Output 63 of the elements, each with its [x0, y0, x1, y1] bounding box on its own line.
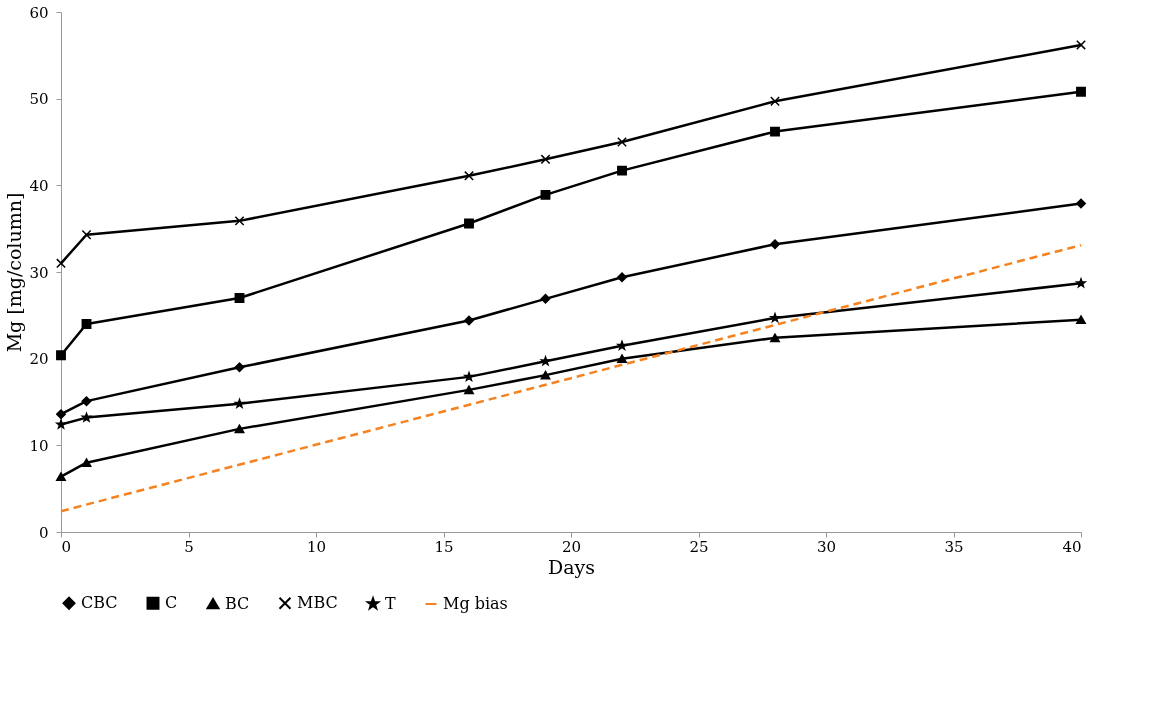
point: [56, 409, 66, 420]
point: [81, 412, 92, 422]
point: [81, 458, 92, 468]
point: [540, 370, 551, 380]
legend-label: CBC: [81, 593, 118, 613]
point: [56, 472, 66, 481]
point: [617, 272, 627, 283]
point: [1076, 315, 1086, 325]
legend-label: BC: [225, 593, 250, 613]
point: [81, 319, 92, 329]
x-tick-label: 35: [944, 537, 964, 556]
point: [464, 170, 474, 181]
point: [56, 419, 66, 429]
point: [234, 398, 245, 408]
x-tick-label: 0: [61, 537, 72, 556]
x-tick-label: 40: [1062, 537, 1082, 556]
x-tick-label: 30: [816, 537, 837, 556]
point: [770, 333, 780, 343]
point: [617, 165, 627, 176]
legend-label: C: [165, 593, 178, 613]
y-tick-label: 10: [29, 436, 49, 455]
point: [617, 137, 627, 147]
point: [56, 258, 66, 269]
point: [464, 385, 474, 395]
point: [770, 239, 780, 250]
y-tick-label: 60: [29, 3, 49, 22]
legend-label: MBC: [297, 593, 338, 613]
point: [770, 126, 780, 137]
y-tick-label: 30: [29, 263, 49, 282]
point: [540, 154, 551, 165]
y-tick-label: 20: [29, 350, 49, 369]
x-tick-label: 5: [184, 537, 194, 556]
point: [234, 293, 245, 303]
point: [1076, 86, 1086, 97]
point: [617, 354, 627, 364]
point: [464, 371, 474, 381]
point: [234, 215, 245, 226]
point: [234, 362, 245, 373]
legend-label: Mg bias: [443, 594, 508, 613]
x-tick-label: 20: [561, 537, 582, 556]
legend-label: T: [385, 593, 396, 613]
point: [1076, 40, 1086, 50]
point: [464, 218, 474, 229]
point: [540, 189, 551, 200]
point: [81, 396, 92, 407]
x-tick-label: 10: [306, 537, 327, 556]
y-tick-label: 50: [29, 90, 49, 109]
point: [234, 424, 245, 434]
point: [81, 229, 92, 240]
x-tick-label: 15: [434, 537, 454, 556]
point: [56, 350, 66, 361]
point: [540, 356, 551, 366]
point: [1076, 278, 1086, 288]
point: [1076, 198, 1086, 209]
point: [464, 315, 474, 326]
y-tick-label: 40: [29, 176, 49, 195]
x-axis-title: Days: [547, 555, 596, 578]
point: [617, 340, 627, 350]
point: [540, 293, 551, 304]
y-axis-title: Mg [mg/column]: [3, 192, 26, 353]
point: [770, 96, 780, 107]
y-tick-label: 0: [38, 523, 49, 542]
x-tick-label: 25: [689, 537, 709, 556]
